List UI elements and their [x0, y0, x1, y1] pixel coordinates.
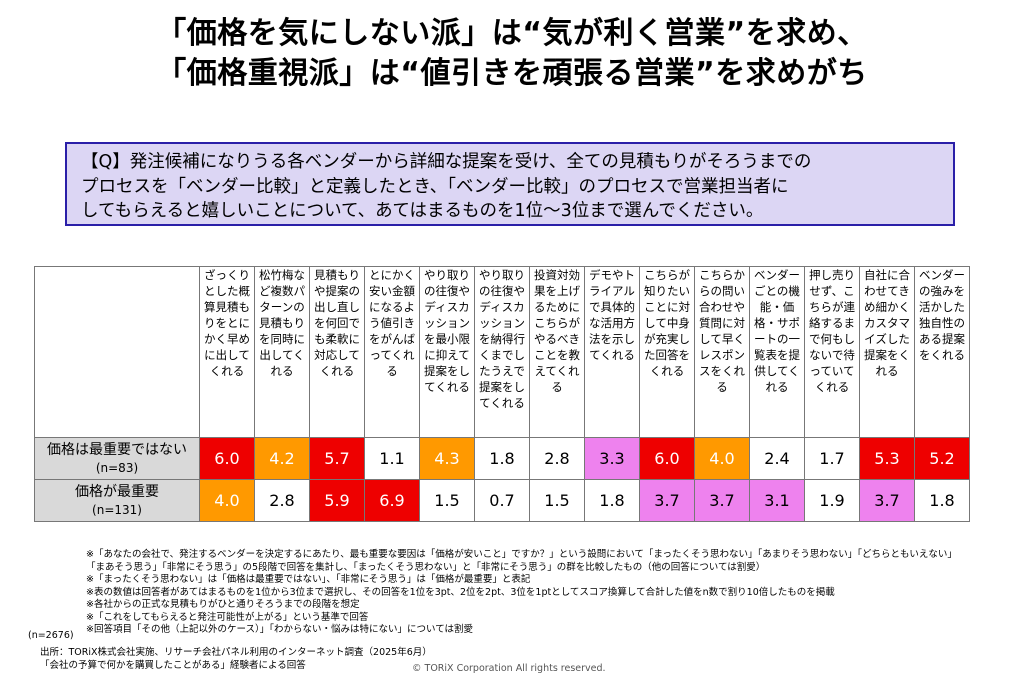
header-row: ざっくりとした概算見積もりをとにかく早めに出してくれる 松竹梅など複数パターンの見… [34, 266, 970, 438]
column-header-text: 松竹梅など複数パターンの見積もりを同時に出してくれる [259, 268, 305, 378]
row-label: 価格が最重要 (n=131) [34, 479, 200, 522]
source-line-2: 「会社の予算で何かを購買したことがある」経験者による回答 [40, 660, 306, 671]
footnote-line: ※「あなたの会社で、発注するベンダーを決定するにあたり、最も重要な要因は「価格が… [86, 549, 957, 560]
table-corner [34, 266, 200, 438]
table-row: 価格は最重要ではない (n=83) 6.0 4.2 5.7 1.1 4.3 1.8 2.8 3.3… [34, 437, 970, 480]
score-cell: 6.0 [639, 437, 695, 480]
column-header: やり取りの往復やディスカッションを納得行くまでしたうえで提案をしてくれる [474, 266, 530, 438]
column-header-text: 見積もりや提案の出し直しを何回でも柔軟に対応してくれる [314, 268, 360, 378]
score-cell: 1.5 [419, 479, 475, 522]
row-label: 価格は最重要ではない (n=83) [34, 437, 200, 480]
score-cell: 1.7 [804, 437, 860, 480]
title-line-2: 「価格重視派」は“値引きを頑張る営業”を求めがち [156, 56, 868, 91]
row-label-text: 価格が最重要 [75, 483, 159, 500]
column-header-text: 投資対効果を上げるためにこちらがやるべきことを教えてくれる [534, 268, 580, 394]
column-header-text: やり取りの往復やディスカッションを納得行くまでしたうえで提案をしてくれる [479, 268, 525, 410]
column-header: ベンダーの強みを活かした独自性のある提案をくれる [914, 266, 970, 438]
score-cell: 1.8 [474, 437, 530, 480]
page-title: 「価格を気にしない派」は“気が利く営業”を求め、 「価格重視派」は“値引きを頑張… [0, 14, 1024, 94]
score-cell: 0.7 [474, 479, 530, 522]
footnotes: ※「あなたの会社で、発注するベンダーを決定するにあたり、最も重要な要因は「価格が… [86, 549, 986, 637]
score-cell: 5.7 [309, 437, 365, 480]
column-header: こちらが知りたいことに対して中身が充実した回答をくれる [639, 266, 695, 438]
score-cell: 5.3 [859, 437, 915, 480]
score-cell: 5.9 [309, 479, 365, 522]
column-header: 松竹梅など複数パターンの見積もりを同時に出してくれる [254, 266, 310, 438]
title-line-1: 「価格を気にしない派」は“気が利く営業”を求め、 [156, 16, 868, 51]
score-cell: 2.8 [529, 437, 585, 480]
score-cell: 3.7 [694, 479, 750, 522]
column-header: 自社に合わせてきめ細かくカスタマイズした提案をくれる [859, 266, 915, 438]
score-table: ざっくりとした概算見積もりをとにかく早めに出してくれる 松竹梅など複数パターンの見… [34, 266, 970, 522]
table-body: 価格は最重要ではない (n=83) 6.0 4.2 5.7 1.1 4.3 1.8 2.8 3.3… [34, 437, 970, 522]
row-sample-size: (n=83) [95, 460, 139, 475]
source-line-1: 出所：TORiX株式会社実施、リサーチ会社パネル利用のインターネット調査（202… [40, 647, 432, 658]
footnote-line: 「まあそう思う」「非常にそう思う」の5段階で回答を集計し、「まったくそう思わない… [86, 561, 766, 573]
score-cell: 2.4 [749, 437, 805, 480]
score-cell: 4.2 [254, 437, 310, 480]
footnote-line: ※「まったくそう思わない」は「価格は最重要ではない」、「非常にそう思う」は「価格… [86, 574, 531, 585]
column-header: ベンダーごとの機能・価格・サポートの一覧表を提供してくれる [749, 266, 805, 438]
question-line-3: してもらえると嬉しいことについて、あてはまるものを1位～3位まで選んでください。 [81, 201, 764, 221]
score-cell: 1.8 [584, 479, 640, 522]
score-cell: 1.5 [529, 479, 585, 522]
column-header-text: 自社に合わせてきめ細かくカスタマイズした提案をくれる [864, 268, 910, 378]
column-header-text: 押し売りせず、こちらが連絡するまで何もしないで待っていてくれる [809, 268, 855, 394]
score-cell: 3.1 [749, 479, 805, 522]
column-header: 見積もりや提案の出し直しを何回でも柔軟に対応してくれる [309, 266, 365, 438]
column-header: ざっくりとした概算見積もりをとにかく早めに出してくれる [199, 266, 255, 438]
total-n: (n=2676) [28, 630, 74, 641]
source: 出所：TORiX株式会社実施、リサーチ会社パネル利用のインターネット調査（202… [40, 646, 432, 672]
column-header: デモやトライアルで具体的な活用方法を示してくれる [584, 266, 640, 438]
column-header-text: ベンダーごとの機能・価格・サポートの一覧表を提供してくれる [754, 268, 800, 394]
score-cell: 2.8 [254, 479, 310, 522]
copyright: © TORiX Corporation All rights reserved. [412, 663, 606, 674]
footnote-line: ※回答項目「その他（上記以外のケース）」「わからない・悩みは特にない」については… [86, 624, 474, 635]
question-line-2: プロセスを「ベンダー比較」と定義したとき、「ベンダー比較」のプロセスで営業担当者… [81, 176, 789, 197]
score-cell: 3.7 [639, 479, 695, 522]
footnote-line: ※「これをしてもらえると発注可能性が上がる」という基準で回答 [86, 611, 369, 623]
column-header-text: こちらが知りたいことに対して中身が充実した回答をくれる [644, 268, 690, 378]
table-row: 価格が最重要 (n=131) 4.0 2.8 5.9 6.9 1.5 0.7 1.5 1.8 3.7… [34, 479, 970, 522]
column-header-text: ざっくりとした概算見積もりをとにかく早めに出してくれる [204, 268, 250, 378]
score-cell: 4.0 [694, 437, 750, 480]
row-sample-size: (n=131) [92, 502, 142, 517]
column-header: とにかく安い金額になるよう値引きをがんばってくれる [364, 266, 420, 438]
score-cell: 4.0 [199, 479, 255, 522]
score-cell: 3.7 [859, 479, 915, 522]
column-header: こちらからの問い合わせや質問に対して早くレスポンスをくれる [694, 266, 750, 438]
column-header-text: こちらからの問い合わせや質問に対して早くレスポンスをくれる [699, 268, 745, 394]
score-cell: 5.2 [914, 437, 970, 480]
score-cell: 1.1 [364, 437, 420, 480]
column-header: やり取りの往復やディスカッションを最小限に抑えて提案をしてくれる [419, 266, 475, 438]
score-cell: 1.8 [914, 479, 970, 522]
score-cell: 3.3 [584, 437, 640, 480]
column-header-text: ベンダーの強みを活かした独自性のある提案をくれる [919, 268, 965, 362]
column-header-text: とにかく安い金額になるよう値引きをがんばってくれる [369, 268, 415, 378]
question-line-1: 【Q】発注候補になりうる各ベンダーから詳細な提案を受け、全ての見積もりがそろうま… [81, 152, 812, 172]
score-cell: 6.9 [364, 479, 420, 522]
column-header-text: デモやトライアルで具体的な活用方法を示してくれる [589, 268, 635, 362]
score-cell: 6.0 [199, 437, 255, 480]
column-header: 投資対効果を上げるためにこちらがやるべきことを教えてくれる [529, 266, 585, 438]
row-label-text: 価格は最重要ではない [47, 441, 187, 458]
score-cell: 1.9 [804, 479, 860, 522]
question-box: 【Q】発注候補になりうる各ベンダーから詳細な提案を受け、全ての見積もりがそろうま… [65, 142, 955, 226]
column-header-text: やり取りの往復やディスカッションを最小限に抑えて提案をしてくれる [424, 268, 470, 394]
column-header: 押し売りせず、こちらが連絡するまで何もしないで待っていてくれる [804, 266, 860, 438]
footnote-line: ※各社からの正式な見積もりがひと通りそろうまでの段階を想定 [86, 599, 360, 610]
score-cell: 4.3 [419, 437, 475, 480]
footnote-line: ※表の数値は回答者があてはまるものを1位から3位まで選択し、その回答を1位を3p… [86, 586, 835, 598]
